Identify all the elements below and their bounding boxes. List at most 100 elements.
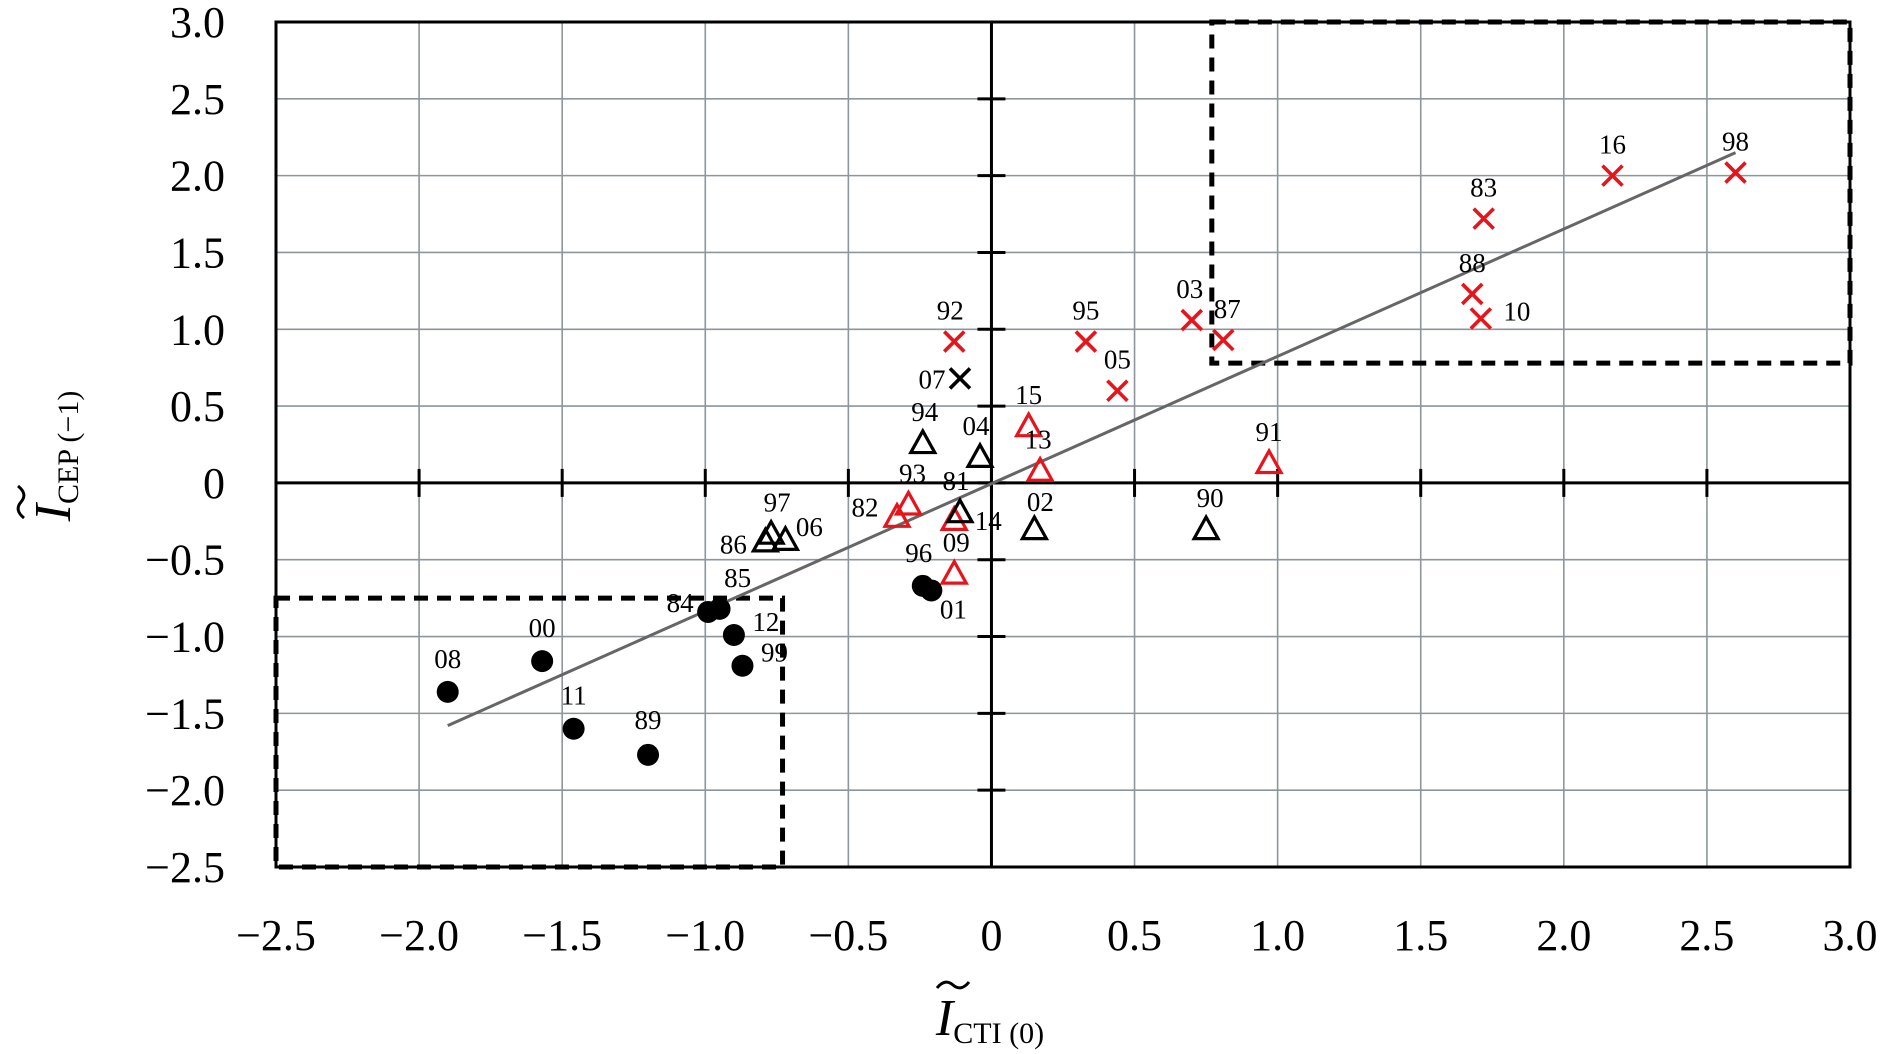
point-label-87: 87 — [1214, 294, 1241, 324]
y-tick-label: −2.0 — [145, 766, 225, 815]
point-label-13: 13 — [1025, 425, 1052, 455]
point-label-95: 95 — [1072, 296, 1099, 326]
point-99-circle — [731, 654, 754, 677]
point-95-cross — [1074, 330, 1098, 353]
point-87-cross — [1211, 328, 1235, 352]
point-label-92: 92 — [937, 296, 964, 326]
plot-frame — [274, 20, 1852, 869]
dashed-region-1 — [1209, 19, 1853, 366]
point-07-cross — [948, 367, 972, 390]
point-label-88: 88 — [1459, 248, 1486, 278]
point-label-08: 08 — [434, 644, 461, 674]
point-03-cross — [1180, 308, 1204, 332]
point-06-triangle — [770, 524, 801, 551]
x-tick-label: 0 — [980, 911, 1002, 960]
x-tick-label: 2.5 — [1679, 911, 1734, 960]
point-label-98: 98 — [1722, 127, 1749, 157]
point-15-triangle — [1013, 410, 1044, 438]
point-label-91: 91 — [1256, 417, 1283, 447]
point-label-07: 07 — [918, 364, 945, 394]
point-label-97: 97 — [764, 488, 791, 518]
point-label-14: 14 — [975, 506, 1003, 536]
point-82-triangle — [882, 501, 912, 528]
point-02-triangle — [1019, 513, 1050, 541]
point-label-00: 00 — [529, 613, 556, 643]
y-tick-label: −2.5 — [145, 843, 225, 892]
x-tick-label: 1.5 — [1393, 911, 1448, 960]
point-94-triangle — [908, 427, 938, 455]
y-tick-label: 2.5 — [170, 75, 225, 124]
y-tick-label: −0.5 — [145, 536, 225, 585]
point-98-cross — [1724, 161, 1747, 184]
point-00-circle — [531, 650, 554, 673]
point-label-96: 96 — [905, 538, 932, 568]
point-90-triangle — [1191, 513, 1221, 541]
point-label-11: 11 — [561, 681, 587, 711]
data-points — [436, 161, 1747, 766]
point-88-cross — [1460, 282, 1484, 306]
y-axis-subscript: CEP (−1) — [52, 391, 85, 504]
point-11-circle — [562, 717, 585, 740]
point-10-cross — [1469, 307, 1493, 330]
point-label-89: 89 — [635, 705, 662, 735]
point-91-triangle — [1254, 447, 1284, 475]
point-01-circle — [920, 579, 943, 602]
point-label-84: 84 — [667, 588, 695, 618]
point-label-01: 01 — [940, 594, 967, 624]
point-label-93: 93 — [899, 458, 926, 488]
point-81-triangle — [945, 496, 975, 524]
trend-line-group — [447, 151, 1737, 728]
point-83-cross — [1472, 207, 1495, 230]
x-tick-label: −1.5 — [522, 911, 602, 960]
x-tick-label: −2.5 — [236, 911, 316, 960]
x-tick-label: −0.5 — [808, 911, 888, 960]
point-label-99: 99 — [761, 638, 788, 668]
point-08-circle — [436, 680, 459, 703]
point-label-94: 94 — [911, 397, 939, 427]
x-tick-label: −1.0 — [665, 911, 745, 960]
point-label-90: 90 — [1197, 483, 1224, 513]
y-axis-tilde — [16, 484, 26, 520]
y-tick-label: −1.0 — [145, 613, 225, 662]
point-label-82: 82 — [852, 493, 879, 523]
x-axis-symbol: I — [935, 990, 956, 1047]
y-axis-label: ICEP (−1) — [25, 391, 85, 523]
point-09-triangle — [939, 558, 969, 585]
point-89-circle — [637, 743, 660, 766]
point-04-triangle — [965, 441, 995, 468]
y-tick-label: 0.5 — [170, 382, 225, 431]
x-axis-tilde — [935, 980, 971, 990]
point-12-circle — [722, 624, 745, 647]
point-label-06: 06 — [796, 512, 823, 542]
point-label-10: 10 — [1503, 297, 1530, 327]
point-86-triangle — [750, 525, 781, 553]
point-92-cross — [942, 330, 966, 353]
tick-labels: −2.5 −2.0 −1.5 −1.0 −0.5 0 0.5 1.0 1.5 2.0 2.5 3.0 3… — [145, 0, 1877, 960]
x-tick-label: 1.0 — [1250, 911, 1305, 960]
axes — [274, 20, 1852, 869]
point-label-09: 09 — [943, 528, 970, 558]
y-tick-label: 1.5 — [170, 228, 225, 277]
trend-line — [447, 151, 1737, 728]
y-tick-label: 0 — [203, 459, 225, 508]
x-axis-subscript: CTI (0) — [953, 1017, 1044, 1050]
y-axis-symbol: I — [25, 501, 82, 522]
point-label-02: 02 — [1027, 487, 1054, 517]
point-label-16: 16 — [1599, 130, 1626, 160]
y-tick-label: 2.0 — [170, 152, 225, 201]
point-84-circle — [697, 600, 720, 623]
y-axis-label-group: ICEP (−1) — [16, 391, 85, 523]
x-axis-label: ICTI (0) — [935, 990, 1044, 1050]
y-tick-label: −1.5 — [145, 689, 225, 738]
y-tick-label: 3.0 — [170, 0, 225, 47]
point-label-83: 83 — [1470, 173, 1497, 203]
x-tick-label: −2.0 — [379, 911, 459, 960]
point-label-85: 85 — [724, 563, 751, 593]
x-tick-label: 3.0 — [1823, 911, 1878, 960]
point-label-86: 86 — [720, 529, 747, 559]
x-tick-label: 0.5 — [1107, 911, 1162, 960]
point-label-81: 81 — [942, 466, 969, 496]
